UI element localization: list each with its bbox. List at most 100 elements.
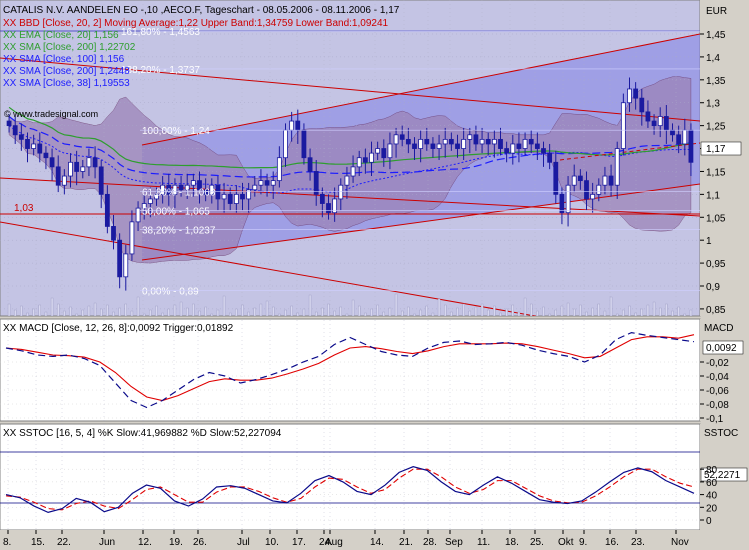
time-tick-label: 22. <box>57 537 71 548</box>
price-axis: EUR 1,451,41,351,31,251,21,151,11,0510,9… <box>700 0 749 316</box>
candle-body <box>663 116 669 131</box>
volume-bar <box>339 306 342 316</box>
volume-bar <box>278 313 281 316</box>
candle-body <box>614 148 620 186</box>
macd-tick-label: -0,04 <box>706 372 729 383</box>
volume-bar <box>50 297 54 316</box>
volume-bar <box>468 310 471 316</box>
candle-body <box>405 138 411 145</box>
volume-bar <box>462 303 465 316</box>
trend-line-lower <box>0 177 700 217</box>
macd-legend: XX MACD [Close, 12, 26, 8]:0,0092 Trigge… <box>3 323 234 334</box>
volume-bar <box>474 306 478 316</box>
candle-body <box>436 143 442 149</box>
volume-bar <box>677 306 680 316</box>
candle-body <box>602 175 608 186</box>
candle-body <box>584 180 589 200</box>
time-tick-label: 19. <box>169 537 183 548</box>
legend-entry: XX EMA [Close, 20] 1,156 <box>3 30 119 41</box>
volume-bar <box>622 309 625 316</box>
volume-bar <box>69 306 72 316</box>
macd-tick-label: -0,02 <box>706 358 729 369</box>
candle-body <box>430 143 436 149</box>
candle-body <box>645 111 651 122</box>
candle-body <box>301 129 307 159</box>
sstoc-tick-label: 60 <box>706 478 718 489</box>
volume-bar <box>235 308 238 316</box>
volume-bar <box>290 305 293 316</box>
candle-body <box>682 129 688 145</box>
volume-bar <box>388 307 392 316</box>
volume-bar <box>566 302 570 316</box>
price-tick-label: 1,45 <box>706 30 726 41</box>
volume-bar <box>487 309 490 316</box>
volume-bar <box>401 310 404 316</box>
candle-body <box>197 180 202 191</box>
volume-bar <box>253 307 256 316</box>
candle-body <box>123 253 129 278</box>
time-tick-label: 12. <box>138 537 152 548</box>
volume-bar <box>63 310 66 316</box>
candle-body <box>670 129 675 136</box>
candle-body <box>258 180 264 186</box>
volume-bar <box>437 298 441 316</box>
volume-bar <box>265 300 269 316</box>
candle-body <box>221 193 227 200</box>
fib-label: 38,20% - 1,0237 <box>142 225 216 236</box>
macd-line <box>5 331 695 409</box>
candle-body <box>111 226 116 241</box>
volume-bar <box>75 313 78 316</box>
candle-body <box>283 129 288 159</box>
candle-body <box>424 138 430 145</box>
candle-body <box>608 175 614 186</box>
candle-body <box>479 138 485 145</box>
legend-entry: XX BBD [Close, 20, 2] Moving Average:1,2… <box>3 18 389 29</box>
sma-38-dotted <box>8 125 691 194</box>
volume-bar <box>376 304 379 316</box>
volume-bar <box>38 304 41 316</box>
candle-body <box>467 134 473 140</box>
macd-value-label: 0,0092 <box>706 343 737 354</box>
time-tick-label: Jun <box>99 537 115 548</box>
level-label-1-03: 1,03 <box>14 203 34 214</box>
time-tick-label: Nov <box>671 537 689 548</box>
volume-bar <box>308 294 312 316</box>
macd-title: MACD <box>704 323 733 334</box>
volume-bar <box>204 306 207 316</box>
sstoc-panel-background <box>0 423 701 531</box>
candle-body <box>18 134 24 140</box>
legend-entry: XX SMA [Close, 200] 1,22702 <box>3 42 136 53</box>
volume-bar <box>591 307 594 316</box>
time-tick-label: 23. <box>631 537 645 548</box>
candle-body <box>485 138 491 145</box>
candle-body <box>547 152 553 163</box>
volume-bar <box>407 306 410 316</box>
time-tick-label: 16. <box>605 537 619 548</box>
candle-body <box>37 143 43 154</box>
volume-bar <box>585 311 588 316</box>
candle-body <box>12 125 18 136</box>
volume-bar <box>652 301 656 316</box>
macd-trigger-line <box>5 334 695 402</box>
volume-bar <box>345 313 349 316</box>
volume-bar <box>259 303 263 316</box>
candle-body <box>577 175 583 182</box>
time-tick-label: Sep <box>445 537 463 548</box>
candle-body <box>651 120 657 127</box>
volume-bar <box>505 308 508 316</box>
volume-bar <box>431 312 435 316</box>
candle-body <box>534 143 540 149</box>
candle-body <box>43 152 49 159</box>
watermark: © www.tradesignal.com <box>4 109 98 119</box>
legend-entry: XX SMA [Close, 200] 1,2448 <box>3 66 130 77</box>
volume-bar <box>671 310 674 316</box>
candle-body <box>461 138 467 149</box>
volume-bar <box>536 310 539 316</box>
sstoc-tick-label: 80 <box>706 465 718 476</box>
volume-bar <box>646 304 650 316</box>
fib-label: 100,00% - 1,24 <box>142 126 210 137</box>
volume-bar <box>241 304 244 316</box>
